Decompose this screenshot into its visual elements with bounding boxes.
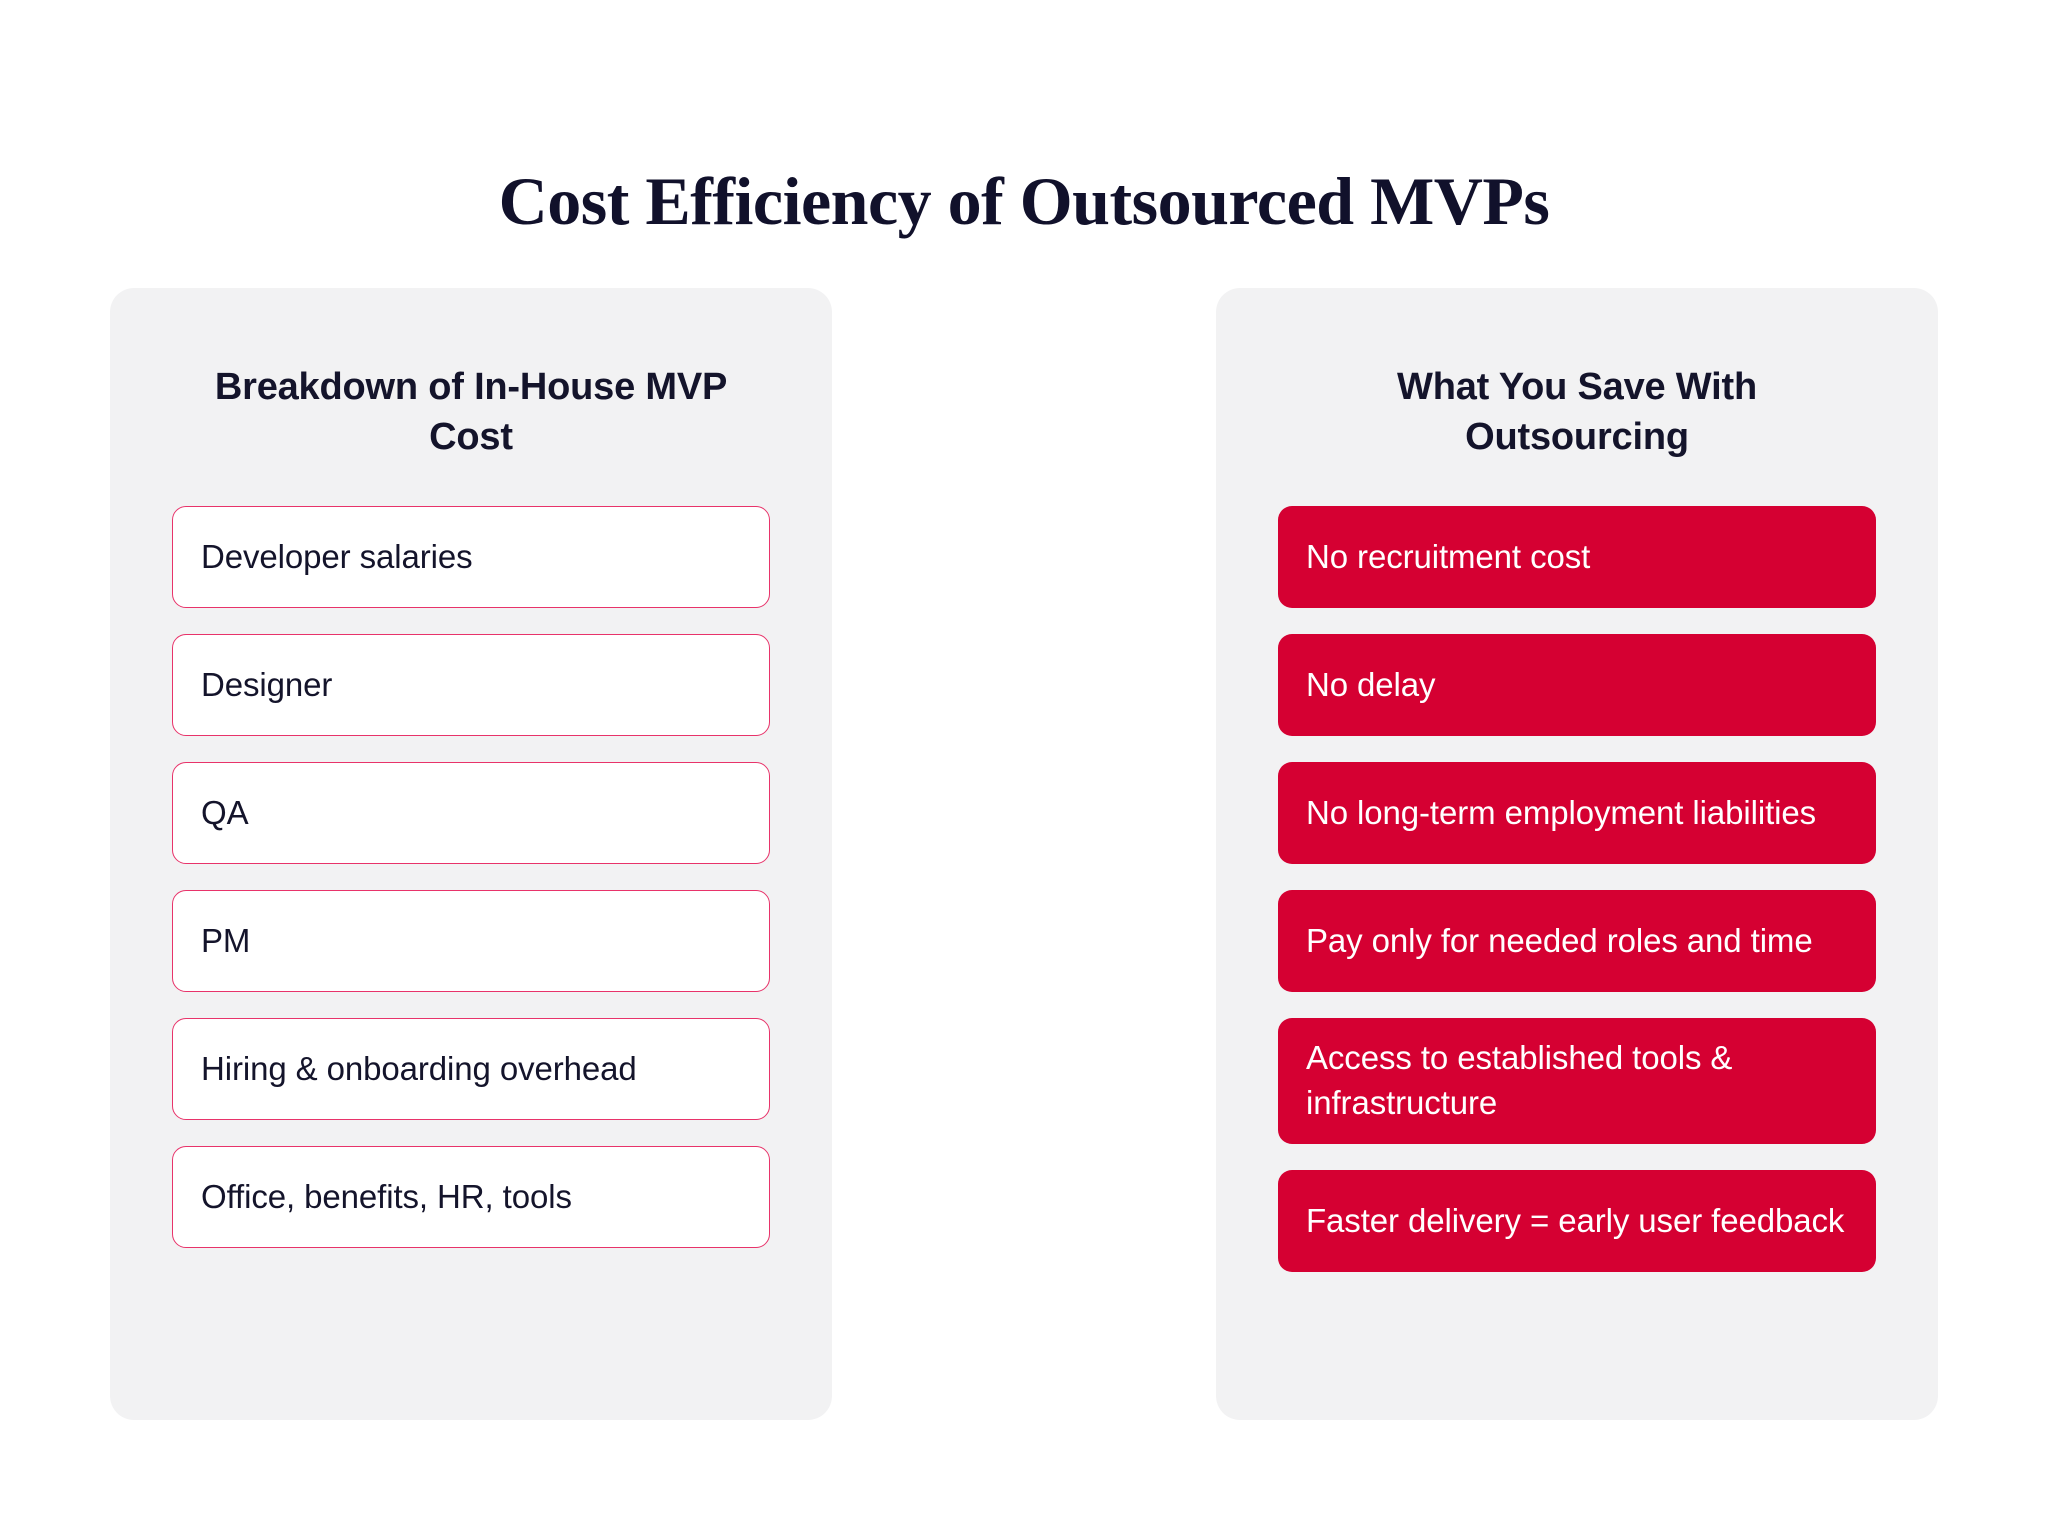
card-list-outsourcing-savings: No recruitment cost No delay No long-ter…	[1216, 506, 1938, 1273]
card-list-in-house-cost: Developer salaries Designer QA PM Hiring…	[110, 506, 832, 1249]
list-item[interactable]: Office, benefits, HR, tools	[172, 1146, 770, 1249]
list-item[interactable]: Pay only for needed roles and time	[1278, 890, 1876, 993]
list-item-label: Designer	[201, 665, 333, 703]
list-item-label: QA	[201, 793, 249, 831]
list-item-label: Access to established tools & infrastruc…	[1306, 1039, 1733, 1122]
list-item[interactable]: Hiring & onboarding overhead	[172, 1018, 770, 1121]
list-item-label: Pay only for needed roles and time	[1306, 921, 1813, 959]
list-item-label: No delay	[1306, 665, 1436, 703]
list-item-label: PM	[201, 921, 251, 959]
list-item-label: No recruitment cost	[1306, 537, 1591, 575]
page-title: Cost Efficiency of Outsourced MVPs	[498, 162, 1550, 239]
list-item[interactable]: PM	[172, 890, 770, 993]
list-item-label: Office, benefits, HR, tools	[201, 1177, 572, 1215]
list-item-label: Developer salaries	[201, 537, 473, 575]
panel-heading-outsourcing-savings: What You Save With Outsourcing	[1397, 366, 1757, 459]
list-item[interactable]: No long-term employment liabilities	[1278, 762, 1876, 865]
list-item[interactable]: QA	[172, 762, 770, 865]
panel-heading-in-house-cost: Breakdown of In-House MVP Cost	[214, 366, 728, 459]
list-item[interactable]: Designer	[172, 634, 770, 737]
list-item-label: Faster delivery = early user feedback	[1306, 1201, 1845, 1239]
panel-in-house-cost: Breakdown of In-House MVP Cost Developer…	[110, 288, 832, 1420]
list-item-label: Hiring & onboarding overhead	[201, 1049, 637, 1087]
panel-outsourcing-savings: What You Save With Outsourcing No recrui…	[1216, 288, 1938, 1420]
list-item[interactable]: Faster delivery = early user feedback	[1278, 1170, 1876, 1273]
list-item[interactable]: Access to established tools & infrastruc…	[1278, 1018, 1876, 1145]
list-item-label: No long-term employment liabilities	[1306, 793, 1817, 831]
panels-container: Breakdown of In-House MVP Cost Developer…	[110, 288, 1938, 1420]
list-item[interactable]: No delay	[1278, 634, 1876, 737]
list-item[interactable]: Developer salaries	[172, 506, 770, 609]
list-item[interactable]: No recruitment cost	[1278, 506, 1876, 609]
